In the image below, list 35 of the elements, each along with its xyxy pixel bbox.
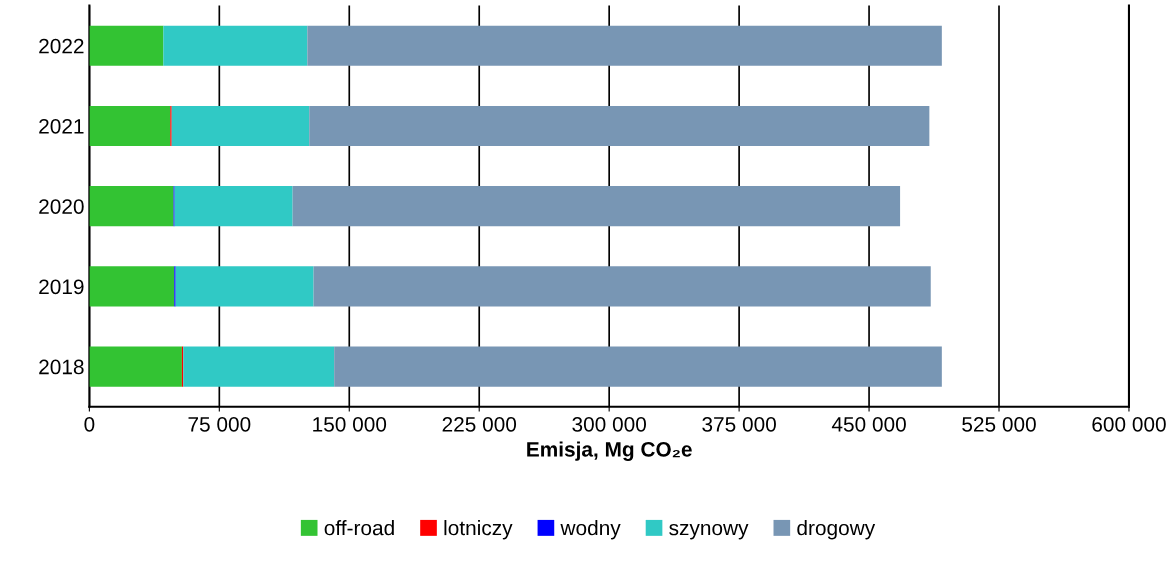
x-tick-label: 150 000 bbox=[313, 417, 387, 432]
bar bbox=[175, 266, 314, 307]
bar bbox=[307, 25, 942, 66]
y-tick-label: 2018 bbox=[39, 359, 84, 375]
x-tick-label: 525 000 bbox=[962, 417, 1036, 432]
x-tick-label: 600 000 bbox=[1092, 417, 1166, 432]
bar bbox=[89, 105, 171, 146]
y-tick-label: 2022 bbox=[39, 38, 84, 54]
x-tick-label: 0 bbox=[84, 417, 95, 432]
x-tick-label: 300 000 bbox=[572, 417, 647, 432]
bar bbox=[89, 25, 164, 66]
legend-label: wodny bbox=[560, 520, 621, 540]
bar bbox=[313, 266, 931, 307]
y-tick-label: 2021 bbox=[39, 118, 84, 134]
bar bbox=[292, 186, 901, 227]
bar bbox=[163, 25, 308, 66]
x-axis-title: Emisja, Mg CO₂e bbox=[527, 441, 692, 461]
bar bbox=[183, 346, 335, 387]
bar bbox=[89, 266, 175, 307]
bar bbox=[334, 346, 942, 387]
x-tick-label: 375 000 bbox=[702, 417, 776, 432]
bar bbox=[89, 186, 174, 227]
x-tick-label: 225 000 bbox=[442, 417, 517, 432]
bar bbox=[171, 105, 310, 146]
bar bbox=[89, 346, 182, 387]
legend-label: off-road bbox=[324, 520, 394, 536]
y-tick-label: 2020 bbox=[39, 199, 84, 214]
x-tick-label: 450 000 bbox=[831, 417, 906, 432]
legend-label: drogowy bbox=[797, 520, 876, 540]
bar bbox=[309, 105, 930, 146]
legend-label: lotniczy bbox=[444, 520, 513, 540]
legend-label: szynowy bbox=[669, 523, 749, 540]
y-tick-label: 2019 bbox=[39, 279, 84, 295]
x-tick-label: 75 000 bbox=[188, 417, 251, 432]
bar bbox=[174, 186, 293, 227]
